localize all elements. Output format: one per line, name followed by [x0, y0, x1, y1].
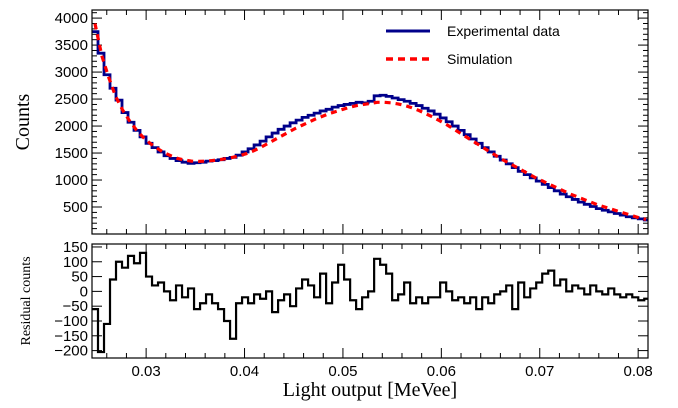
counts-frame	[91, 9, 649, 235]
x-axis-title: Light output [MeVee]	[283, 379, 457, 401]
counts-panel: 500 1000 1500 2000 2500 3000 3500 4000 Counts E…	[12, 9, 649, 235]
residual-series	[92, 251, 648, 354]
x-tick-label: 0.07	[525, 363, 554, 380]
counts-y-tick-label: 2500	[55, 91, 88, 108]
x-tick-label: 0.03	[132, 363, 161, 380]
residual-y-tick-label: −200	[54, 343, 88, 360]
residual-panel: 0.03 0.04 0.05 0.06 0.07 0.08 −200−150−100−500…	[19, 239, 653, 401]
counts-y-tick-label: 1000	[55, 172, 88, 189]
x-tick-label: 0.08	[624, 363, 653, 380]
residual-y-tick-label: −50	[63, 298, 88, 315]
experimental-data-series	[92, 30, 648, 222]
simulation-series	[93, 23, 647, 221]
legend-label-simulation: Simulation	[447, 51, 512, 67]
x-tick-label: 0.05	[328, 363, 357, 380]
residual-y-tick-label: −100	[54, 313, 88, 330]
counts-y-tick-label: 3500	[55, 37, 88, 54]
counts-y-tick-label: 4000	[55, 10, 88, 27]
counts-y-tick-label: 1500	[55, 145, 88, 162]
counts-y-tick-label: 2000	[55, 118, 88, 135]
residual-y-tick-label: 100	[63, 254, 88, 271]
x-tick-label: 0.06	[427, 363, 456, 380]
residual-y-tick-label: 0	[80, 283, 88, 300]
counts-y-tick-label: 500	[63, 199, 88, 216]
x-tick-label: 0.04	[230, 363, 259, 380]
counts-y-axis-title: Counts	[12, 93, 34, 150]
residual-y-axis-title: Residual counts	[19, 256, 34, 345]
counts-plot-area	[92, 23, 648, 222]
residual-y-tick-label: −150	[54, 328, 88, 345]
counts-ticks: 500 1000 1500 2000 2500 3000 3500 4000	[55, 10, 648, 235]
residual-y-tick-label: 50	[71, 269, 88, 286]
residual-ticks: 0.03 0.04 0.05 0.06 0.07 0.08 −200−150−100−500…	[54, 239, 653, 380]
legend: Experimental data Simulation	[386, 23, 560, 67]
residual-y-tick-label: 150	[63, 239, 88, 256]
residual-frame	[91, 243, 649, 359]
legend-label-experimental: Experimental data	[447, 23, 560, 39]
residual-plot-area	[92, 251, 648, 354]
counts-y-tick-label: 3000	[55, 64, 88, 81]
